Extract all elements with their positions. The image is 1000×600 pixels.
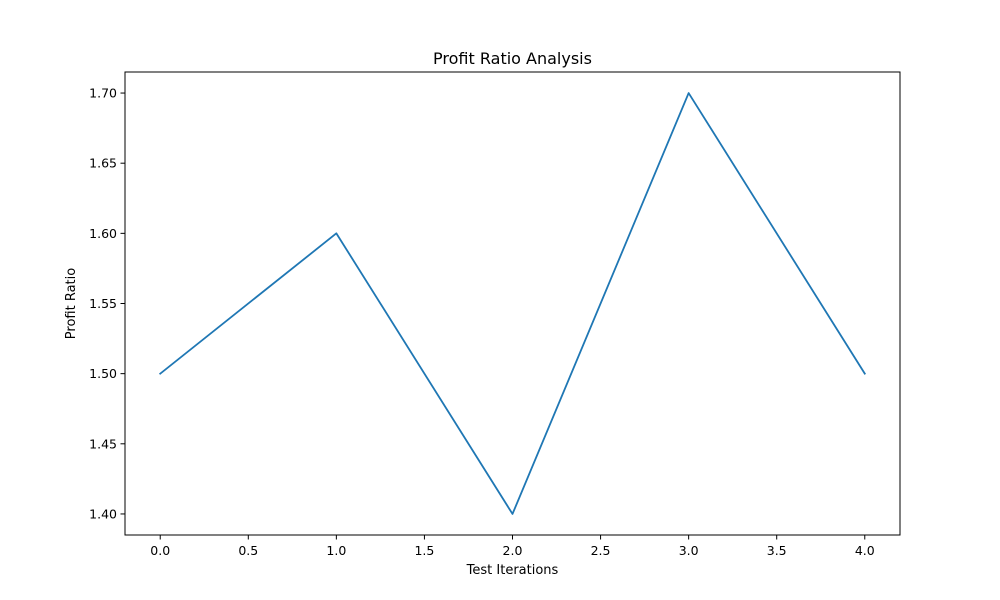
x-tick-label: 1.5 <box>414 543 434 558</box>
x-tick-label: 3.5 <box>767 543 787 558</box>
y-tick-label: 1.55 <box>89 296 117 311</box>
x-axis-label: Test Iterations <box>466 563 559 578</box>
x-tick-label: 0.0 <box>150 543 170 558</box>
y-tick-label: 1.50 <box>89 366 117 381</box>
series-layer <box>158 92 867 515</box>
x-tick-label: 2.5 <box>591 543 611 558</box>
x-tick-label: 1.0 <box>326 543 346 558</box>
x-axis-ticks: 0.0 0.5 1.0 1.5 2.0 2.5 3.0 3.5 4.0 <box>150 535 875 558</box>
x-tick-label: 4.0 <box>855 543 875 558</box>
y-axis-label: Profit Ratio <box>64 268 79 339</box>
series-line <box>158 92 867 515</box>
y-tick-label: 1.65 <box>89 156 117 171</box>
y-tick-label: 1.45 <box>89 436 117 451</box>
y-tick-label: 1.70 <box>89 86 117 101</box>
chart-title: Profit Ratio Analysis <box>433 49 592 68</box>
y-tick-label: 1.60 <box>89 226 117 241</box>
x-tick-label: 2.0 <box>503 543 523 558</box>
x-tick-label: 0.5 <box>238 543 258 558</box>
y-tick-label: 1.40 <box>89 506 117 521</box>
y-axis-ticks: 1.40 1.45 1.50 1.55 1.60 1.65 1.70 <box>89 86 125 521</box>
plot-area-frame <box>124 71 901 536</box>
x-tick-label: 3.0 <box>679 543 699 558</box>
